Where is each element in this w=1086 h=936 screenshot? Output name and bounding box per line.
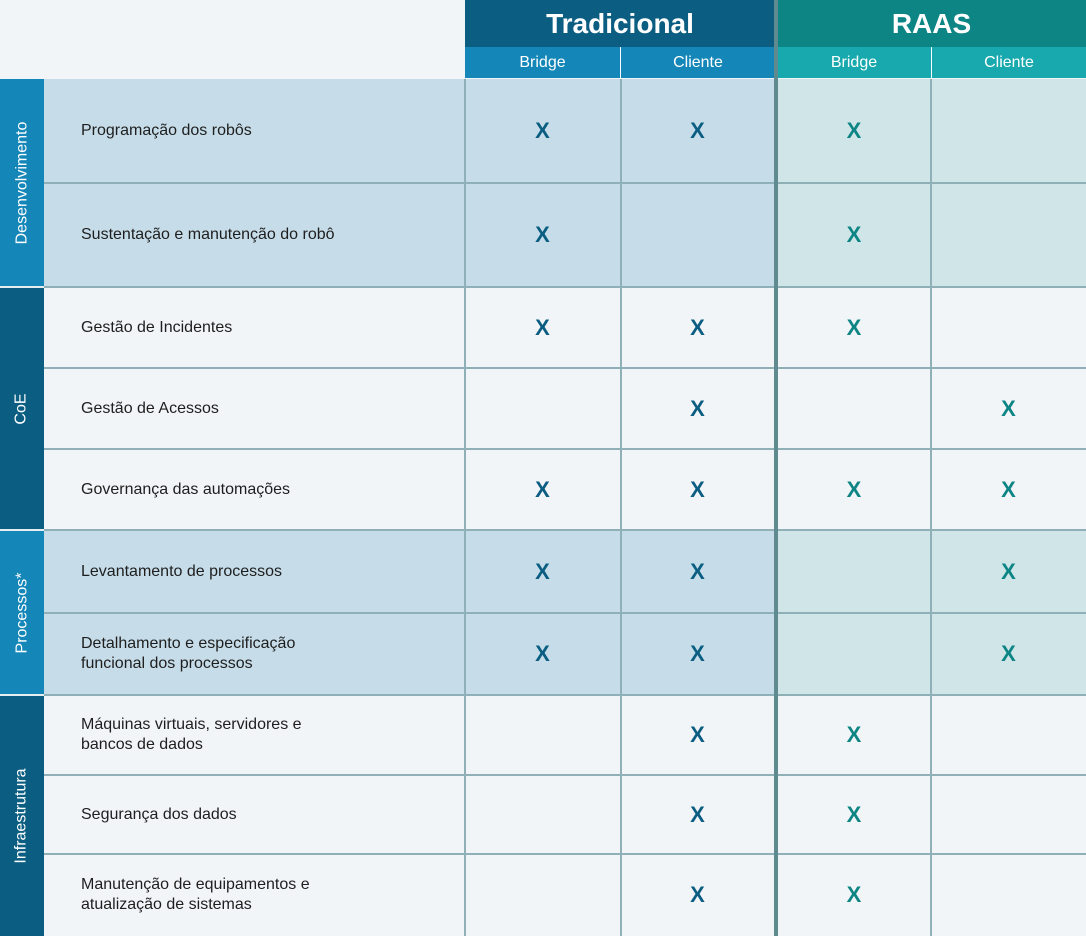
check-mark-cell [777, 368, 931, 449]
check-mark-cell: X [777, 287, 931, 368]
row-label: Gestão de Acessos [44, 368, 465, 449]
check-mark-cell: X [777, 854, 931, 936]
check-mark-cell [931, 695, 1086, 775]
row-label: Gestão de Incidentes [44, 287, 465, 368]
col-tradicional-cliente: Cliente [621, 47, 775, 78]
group-divider [0, 286, 44, 288]
header-col-divider [931, 47, 932, 78]
row-divider [44, 367, 1086, 369]
group-processos: Processos* [0, 530, 44, 695]
row-divider [44, 286, 1086, 288]
check-mark-cell [465, 854, 620, 936]
header-raas: RAAS [777, 0, 1086, 47]
check-mark-cell: X [931, 613, 1086, 695]
group-divider [0, 694, 44, 696]
row-divider [44, 182, 1086, 184]
check-mark-cell: X [777, 183, 931, 287]
check-mark-cell: X [620, 449, 775, 530]
check-mark-cell: X [777, 449, 931, 530]
group-label: Infraestrutura [13, 767, 30, 864]
check-mark-cell: X [931, 449, 1086, 530]
row-divider [44, 774, 1086, 776]
column-divider [620, 79, 622, 936]
row-label: Sustentação e manutenção do robô [44, 183, 465, 287]
row-label: Levantamento de processos [44, 530, 465, 613]
column-divider [930, 79, 932, 936]
group-label: Processos* [13, 572, 31, 653]
check-mark-cell [931, 183, 1086, 287]
check-mark-cell [931, 854, 1086, 936]
col-raas-cliente: Cliente [932, 47, 1086, 78]
check-mark-cell [777, 530, 931, 613]
check-mark-cell [465, 695, 620, 775]
check-mark-cell: X [465, 183, 620, 287]
col-raas-bridge: Bridge [777, 47, 931, 78]
check-mark-cell: X [620, 854, 775, 936]
check-mark-cell: X [620, 368, 775, 449]
row-divider [44, 694, 1086, 696]
row-divider [44, 448, 1086, 450]
row-label: Programação dos robôs [44, 79, 465, 183]
row-label: Governança das automações [44, 449, 465, 530]
group-desenvolvimento: Desenvolvimento [0, 79, 44, 287]
check-mark-cell [620, 183, 775, 287]
section-divider [774, 0, 778, 936]
header-tradicional: Tradicional [465, 0, 775, 47]
header-col-divider [620, 47, 621, 78]
row-divider [44, 529, 1086, 531]
check-mark-cell: X [620, 613, 775, 695]
group-divider [0, 529, 44, 531]
group-label: Desenvolvimento [13, 121, 31, 245]
check-mark-cell [777, 613, 931, 695]
row-label: Máquinas virtuais, servidores e bancos d… [44, 695, 465, 775]
group-infraestrutura: Infraestrutura [0, 695, 44, 936]
check-mark-cell: X [620, 79, 775, 183]
group-coe: CoE [0, 287, 44, 530]
row-label: Detalhamento e especificação funcional d… [44, 613, 465, 695]
check-mark-cell [931, 775, 1086, 854]
check-mark-cell [931, 287, 1086, 368]
group-label: CoE [13, 392, 30, 425]
check-mark-cell: X [620, 695, 775, 775]
row-divider [44, 612, 1086, 614]
check-mark-cell: X [931, 368, 1086, 449]
check-mark-cell: X [620, 530, 775, 613]
check-mark-cell: X [931, 530, 1086, 613]
check-mark-cell [465, 775, 620, 854]
check-mark-cell: X [777, 775, 931, 854]
row-divider [44, 853, 1086, 855]
column-divider [464, 79, 466, 936]
check-mark-cell: X [777, 79, 931, 183]
check-mark-cell [465, 368, 620, 449]
col-tradicional-bridge: Bridge [465, 47, 620, 78]
check-mark-cell: X [465, 79, 620, 183]
check-mark-cell: X [465, 530, 620, 613]
check-mark-cell: X [777, 695, 931, 775]
check-mark-cell: X [465, 449, 620, 530]
row-label: Segurança dos dados [44, 775, 465, 854]
check-mark-cell [931, 79, 1086, 183]
check-mark-cell: X [465, 613, 620, 695]
check-mark-cell: X [620, 287, 775, 368]
row-label: Manutenção de equipamentos e atualização… [44, 854, 465, 936]
check-mark-cell: X [620, 775, 775, 854]
check-mark-cell: X [465, 287, 620, 368]
